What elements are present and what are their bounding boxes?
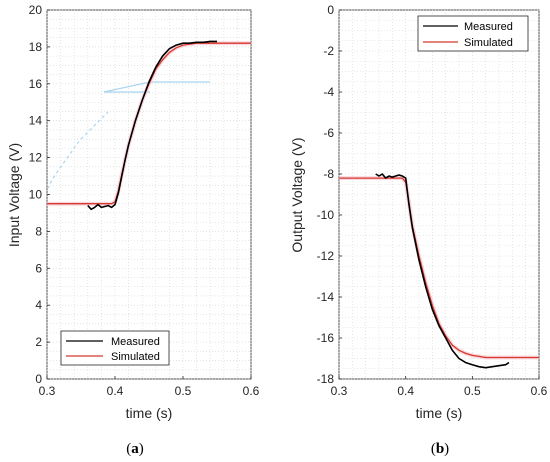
y-tick-label-b: -4 xyxy=(323,85,334,99)
y-axis-label-b: Output Voltage (V) xyxy=(289,137,305,252)
y-tick-label-a: 4 xyxy=(35,298,42,312)
x-axis-label-b: time (s) xyxy=(416,405,463,421)
legend-label-measured-b: Measured xyxy=(464,21,513,33)
legend-b: Measured Simulated xyxy=(417,15,529,52)
y-tick-label-b: -6 xyxy=(323,126,334,140)
faint-overlay-a xyxy=(47,81,210,191)
x-ticks-b: 0.3 0.4 0.5 0.6 xyxy=(331,376,548,398)
y-tick-label-b: -18 xyxy=(317,372,335,386)
x-tick-label-b: 0.6 xyxy=(531,384,548,398)
legend-label-simulated-b: Simulated xyxy=(464,37,513,49)
y-tick-label-a: 2 xyxy=(35,335,42,349)
x-tick-label-a: 0.6 xyxy=(243,384,260,398)
series-group-a xyxy=(47,40,251,211)
y-tick-label-a: 14 xyxy=(29,114,43,128)
x-tick-label-b: 0.4 xyxy=(397,384,414,398)
legend-label-simulated-a: Simulated xyxy=(111,351,160,363)
legend-box-a xyxy=(60,330,170,366)
y-tick-label-a: 16 xyxy=(29,77,43,91)
y-tick-label-a: 18 xyxy=(29,40,43,54)
y-tick-label-a: 20 xyxy=(29,3,43,17)
series-group-b xyxy=(339,173,539,369)
y-tick-label-a: 12 xyxy=(29,151,43,165)
caption-b: (b) xyxy=(431,441,449,457)
y-tick-label-b: -16 xyxy=(317,331,335,345)
caption-close-b: ) xyxy=(444,441,449,457)
legend-label-measured-a: Measured xyxy=(111,336,160,348)
y-tick-label-b: -8 xyxy=(323,167,334,181)
y-tick-label-b: -10 xyxy=(317,208,335,222)
x-tick-label-a: 0.5 xyxy=(175,384,192,398)
caption-label-b: b xyxy=(436,441,444,457)
y-tick-label-a: 0 xyxy=(35,372,42,386)
legend-box-b xyxy=(417,15,529,52)
caption-close-a: ) xyxy=(139,441,144,457)
y-tick-label-a: 8 xyxy=(35,224,42,238)
series-line-measured-a xyxy=(87,40,217,211)
y-tick-label-a: 10 xyxy=(29,188,43,202)
y-tick-label-b: -2 xyxy=(323,44,334,58)
y-tick-label-b: 0 xyxy=(327,3,334,17)
y-ticks-b: 0 -2 -4 -6 -8 -10 -12 -14 -16 -18 xyxy=(317,3,342,386)
y-tick-label-b: -14 xyxy=(317,290,335,304)
legend-a: Measured Simulated xyxy=(60,330,170,366)
chart-panel-b: 0.3 0.4 0.5 0.6 0 -2 -4 -6 -8 -10 -12 -14 -16 -18 ti… xyxy=(289,3,548,457)
x-ticks-a: 0.3 0.4 0.5 0.6 xyxy=(39,376,260,398)
x-axis-label-a: time (s) xyxy=(126,405,173,421)
y-tick-label-b: -12 xyxy=(317,249,335,263)
caption-open-a: ( xyxy=(126,441,131,457)
grid-a xyxy=(46,9,252,380)
y-axis-label-a: Input Voltage (V) xyxy=(6,143,22,247)
x-tick-label-a: 0.4 xyxy=(107,384,124,398)
series-line-measured-b xyxy=(375,173,510,369)
x-tick-label-a: 0.3 xyxy=(39,384,56,398)
caption-open-b: ( xyxy=(431,441,436,457)
x-tick-label-b: 0.3 xyxy=(331,384,348,398)
y-ticks-a: 0 2 4 6 8 10 12 14 16 18 20 xyxy=(29,3,50,386)
y-tick-label-a: 6 xyxy=(35,261,42,275)
grid-b xyxy=(338,9,540,380)
caption-a: (a) xyxy=(126,441,144,457)
x-tick-label-b: 0.5 xyxy=(464,384,481,398)
caption-label-a: a xyxy=(131,441,139,457)
